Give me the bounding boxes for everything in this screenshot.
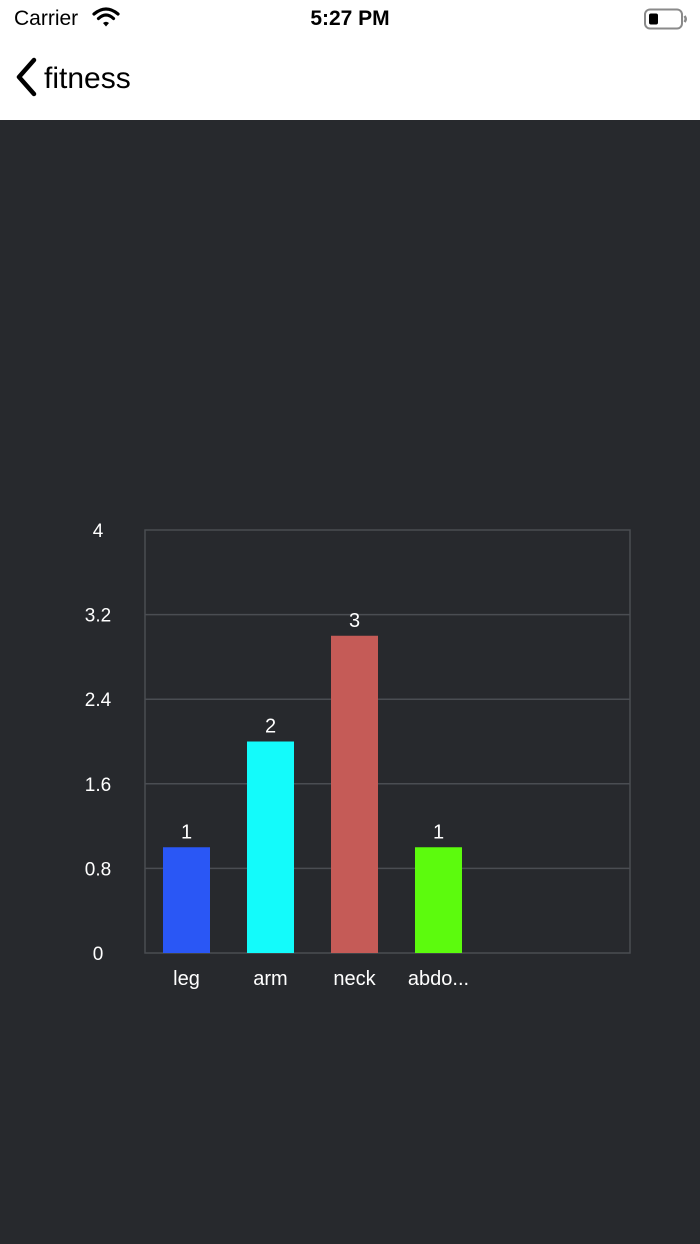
chevron-left-icon xyxy=(14,56,38,103)
status-bar: Carrier 5:27 PM xyxy=(0,0,700,40)
x-tick-label: neck xyxy=(333,968,376,990)
bar-0 xyxy=(163,847,210,953)
status-time: 5:27 PM xyxy=(310,7,390,30)
data-label: 3 xyxy=(349,610,360,632)
chart-area: 0 0.8 1.6 2.4 3.2 4 1 leg 2 arm 3 neck 1 abdo... xyxy=(0,120,700,1244)
navigation-bar: fitness xyxy=(0,40,700,120)
carrier-label: Carrier xyxy=(14,7,79,30)
y-tick-label: 4 xyxy=(93,521,104,542)
back-button[interactable]: fitness xyxy=(14,56,131,102)
y-tick-label: 1.6 xyxy=(85,775,111,796)
y-tick-label: 0 xyxy=(93,944,104,965)
wifi-icon xyxy=(92,6,120,33)
plot-frame xyxy=(144,529,631,954)
bar-2 xyxy=(331,635,378,953)
battery-icon xyxy=(644,8,688,35)
x-tick-label: leg xyxy=(173,968,200,990)
data-label: 1 xyxy=(181,821,192,843)
back-button-label: fitness xyxy=(44,62,131,95)
y-tick-label: 3.2 xyxy=(85,606,111,627)
y-tick-label: 0.8 xyxy=(85,859,111,880)
x-tick-label: arm xyxy=(253,968,287,990)
bar-1 xyxy=(247,741,294,953)
x-tick-label: abdo... xyxy=(408,968,469,990)
data-label: 1 xyxy=(433,821,444,843)
y-tick-label: 2.4 xyxy=(85,690,112,711)
bar-chart: 0 0.8 1.6 2.4 3.2 4 1 leg 2 arm 3 neck 1 abdo... xyxy=(85,521,631,990)
data-label: 2 xyxy=(265,716,276,738)
bar-3 xyxy=(415,847,462,953)
